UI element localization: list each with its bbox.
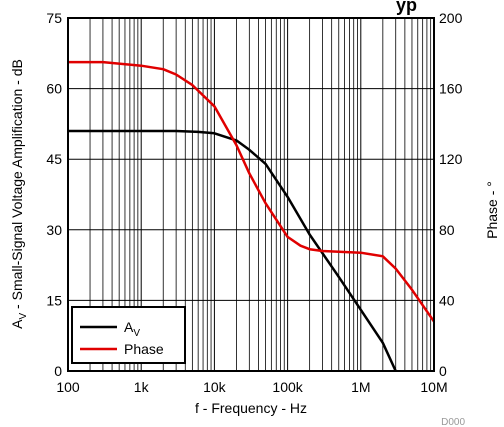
left-tick-label: 75 xyxy=(46,10,62,26)
plot-frame xyxy=(67,17,435,372)
x-tick-label: 100 xyxy=(56,379,80,395)
right-tick-label: 200 xyxy=(439,10,463,26)
series-layer xyxy=(68,60,436,372)
right-tick-label: 0 xyxy=(439,363,447,379)
right-tick-label: 80 xyxy=(439,222,455,238)
legend-label-av: AV xyxy=(124,319,140,339)
chart-title-fragment: yp xyxy=(396,0,417,15)
x-axis-label: f - Frequency - Hz xyxy=(195,400,307,416)
right-tick-label: 120 xyxy=(439,151,463,167)
legend-label-phase: Phase xyxy=(124,341,164,357)
right-axis-ticks: 0 40 80 120 160 200 xyxy=(439,10,463,379)
series-line-phase xyxy=(68,60,436,323)
legend-box xyxy=(71,306,186,364)
series-line-av xyxy=(68,129,397,372)
left-tick-label: 30 xyxy=(46,222,62,238)
right-tick-label: 160 xyxy=(439,81,463,97)
left-tick-label: 60 xyxy=(46,81,62,97)
figure-id: D000 xyxy=(441,417,465,427)
x-tick-label: 10k xyxy=(203,379,227,395)
x-tick-label: 1M xyxy=(351,379,370,395)
x-tick-label: 1k xyxy=(134,379,150,395)
left-tick-label: 0 xyxy=(54,363,62,379)
left-axis-label: AV - Small-Signal Voltage Amplification … xyxy=(9,59,29,329)
right-tick-label: 40 xyxy=(439,292,455,308)
left-axis-ticks: 0 15 30 45 60 75 xyxy=(46,10,62,379)
x-tick-label: 10M xyxy=(420,379,447,395)
left-tick-label: 45 xyxy=(46,151,62,167)
left-tick-label: 15 xyxy=(46,292,62,308)
right-axis-label: Phase - ° xyxy=(484,181,500,239)
x-tick-label: 100k xyxy=(272,379,303,395)
x-axis-ticks: 100 1k 10k 100k 1M 10M xyxy=(56,379,447,395)
legend: AV Phase xyxy=(71,306,186,364)
